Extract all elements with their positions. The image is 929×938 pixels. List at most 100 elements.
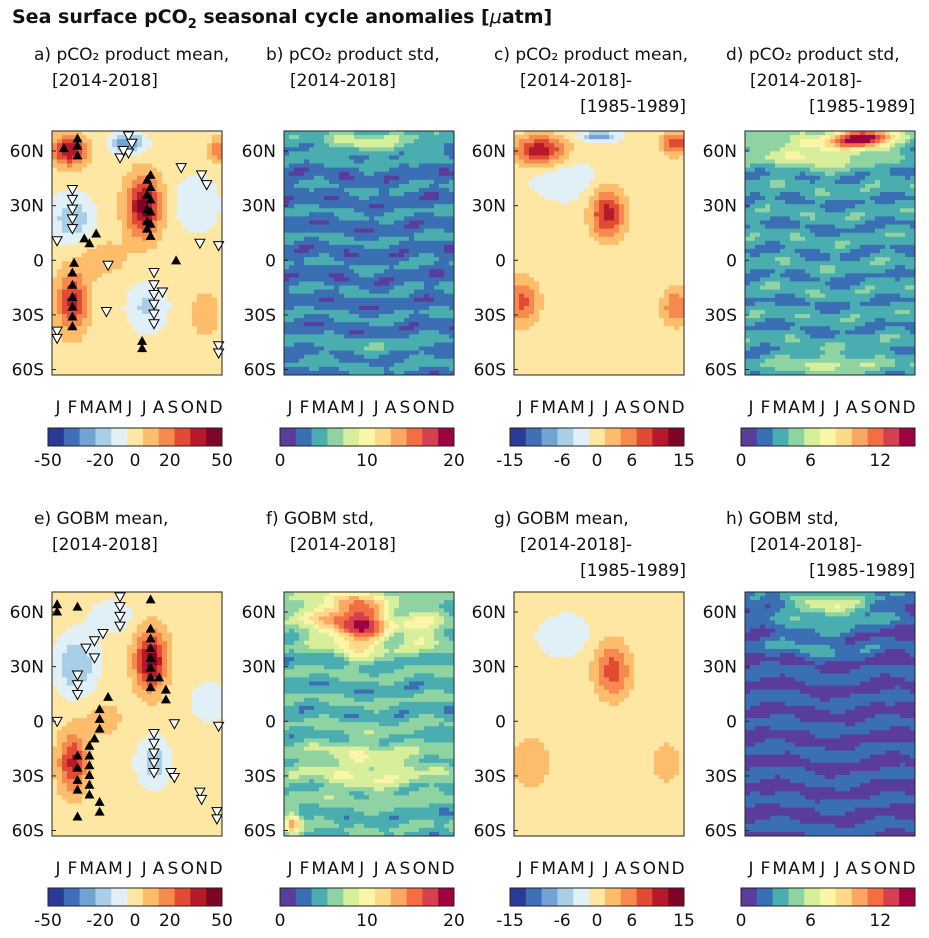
heatmap-cell bbox=[554, 314, 560, 319]
heatmap-cell bbox=[514, 159, 520, 164]
heatmap-cell bbox=[409, 297, 415, 303]
heatmap-cell bbox=[349, 257, 355, 262]
heatmap-cell bbox=[304, 334, 310, 339]
heatmap-cell bbox=[384, 139, 390, 144]
heatmap-cell bbox=[354, 301, 360, 307]
heatmap-cell bbox=[534, 240, 540, 246]
heatmap-cell bbox=[399, 366, 405, 372]
heatmap-cell bbox=[399, 297, 405, 303]
heatmap-cell bbox=[444, 220, 450, 225]
heatmap-cell bbox=[202, 334, 208, 339]
heatmap-cell bbox=[127, 362, 133, 368]
heatmap-cell bbox=[434, 305, 440, 311]
heatmap-cell bbox=[284, 208, 290, 213]
heatmap-cell bbox=[384, 257, 390, 262]
heatmap-cell bbox=[559, 155, 565, 160]
heatmap-cell bbox=[87, 155, 93, 160]
heatmap-cell bbox=[379, 147, 385, 152]
heatmap-cell bbox=[197, 289, 203, 295]
heatmap-cell bbox=[217, 326, 223, 331]
heatmap-cell bbox=[212, 147, 218, 152]
heatmap-cell bbox=[102, 301, 108, 307]
heatmap-cell bbox=[162, 342, 168, 347]
heatmap-cell bbox=[544, 257, 550, 262]
heatmap-cell bbox=[284, 289, 290, 295]
heatmap-cell bbox=[182, 265, 188, 270]
heatmap-cell bbox=[77, 293, 83, 299]
heatmap-cell bbox=[544, 196, 550, 201]
heatmap-cell bbox=[152, 155, 158, 160]
heatmap-cell bbox=[349, 318, 355, 323]
heatmap-cell bbox=[524, 200, 530, 205]
heatmap-cell bbox=[92, 326, 98, 331]
heatmap-cell bbox=[394, 248, 400, 254]
heatmap-cell bbox=[102, 244, 108, 250]
heatmap-cell bbox=[354, 151, 360, 156]
heatmap-cell bbox=[369, 269, 375, 274]
heatmap-cell bbox=[87, 273, 93, 278]
heatmap-cell bbox=[314, 183, 320, 189]
heatmap-cell bbox=[137, 131, 143, 136]
heatmap-cell bbox=[117, 171, 123, 177]
heatmap-cell bbox=[202, 143, 208, 148]
heatmap-cell bbox=[374, 338, 380, 343]
heatmap-cell bbox=[57, 248, 63, 254]
heatmap-cell bbox=[172, 224, 178, 229]
heatmap-cell bbox=[122, 358, 128, 364]
heatmap-cell bbox=[409, 334, 415, 339]
heatmap-cell bbox=[304, 204, 310, 209]
heatmap-cell bbox=[152, 354, 158, 360]
heatmap-cell bbox=[369, 301, 375, 307]
heatmap-cell bbox=[519, 281, 525, 286]
heatmap-cell bbox=[52, 281, 58, 286]
heatmap-cell bbox=[127, 289, 133, 295]
heatmap-cell bbox=[574, 244, 580, 250]
heatmap-cell bbox=[419, 171, 425, 177]
heatmap-cell bbox=[57, 151, 63, 156]
heatmap-cell bbox=[414, 269, 420, 274]
heatmap-cell bbox=[369, 265, 375, 270]
heatmap-cell bbox=[429, 281, 435, 286]
heatmap-cell bbox=[394, 358, 400, 364]
heatmap-cell bbox=[349, 354, 355, 360]
heatmap-cell bbox=[132, 322, 138, 327]
heatmap-cell bbox=[534, 135, 540, 140]
heatmap-cell bbox=[197, 273, 203, 278]
heatmap-cell bbox=[107, 289, 113, 295]
heatmap-cell bbox=[52, 175, 58, 181]
heatmap-cell bbox=[157, 192, 163, 197]
heatmap-cell bbox=[57, 314, 63, 319]
heatmap-cell bbox=[359, 277, 365, 282]
heatmap-cell bbox=[339, 269, 345, 274]
heatmap-cell bbox=[554, 305, 560, 311]
heatmap-cell bbox=[554, 139, 560, 144]
heatmap-cell bbox=[339, 330, 345, 335]
heatmap-cell bbox=[309, 216, 315, 221]
heatmap-cell bbox=[569, 143, 575, 148]
heatmap-cell bbox=[132, 253, 138, 258]
heatmap-cell bbox=[549, 131, 555, 136]
heatmap-cell bbox=[212, 366, 218, 372]
colorbar-segment bbox=[438, 428, 455, 446]
heatmap-cell bbox=[127, 196, 133, 201]
heatmap-cell bbox=[117, 334, 123, 339]
heatmap-cell bbox=[559, 253, 565, 258]
heatmap-cell bbox=[197, 366, 203, 372]
heatmap-cell bbox=[162, 293, 168, 299]
heatmap-cell bbox=[534, 289, 540, 295]
heatmap-cell bbox=[107, 248, 113, 254]
heatmap-cell bbox=[202, 362, 208, 368]
heatmap-cell bbox=[379, 305, 385, 311]
heatmap-cell bbox=[112, 334, 118, 339]
heatmap-cell bbox=[207, 244, 213, 250]
heatmap-cell bbox=[207, 240, 213, 246]
heatmap-cell bbox=[409, 147, 415, 152]
heatmap-cell bbox=[192, 285, 198, 290]
heatmap-cell bbox=[439, 366, 445, 372]
heatmap-cell bbox=[409, 179, 415, 185]
heatmap-cell bbox=[334, 281, 340, 286]
heatmap-cell bbox=[187, 370, 193, 376]
heatmap-cell bbox=[409, 253, 415, 258]
heatmap-cell bbox=[329, 281, 335, 286]
heatmap-cell bbox=[82, 281, 88, 286]
